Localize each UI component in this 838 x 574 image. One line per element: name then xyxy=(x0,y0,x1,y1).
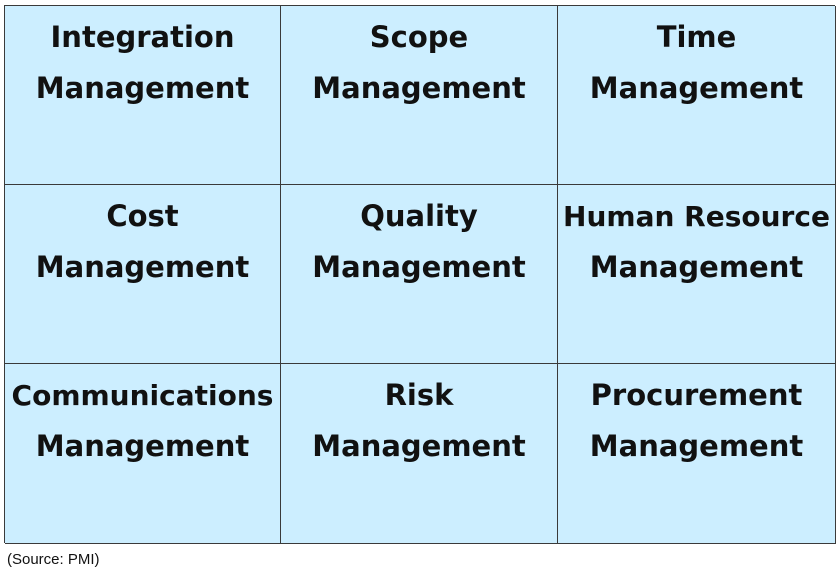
cell-title: Time xyxy=(656,20,737,54)
cell-scope-management: Scope Management xyxy=(281,6,558,185)
cell-integration-management: Integration Management xyxy=(5,6,281,185)
cell-subtitle: Management xyxy=(312,429,526,463)
cell-subtitle: Management xyxy=(35,250,250,284)
cell-communications-management: Communications Management xyxy=(5,364,281,544)
cell-subtitle: Management xyxy=(35,71,250,105)
cell-title: Communications xyxy=(11,379,274,412)
cell-cost-management: Cost Management xyxy=(5,185,281,364)
cell-title: Cost xyxy=(106,199,179,233)
cell-subtitle: Management xyxy=(589,71,804,105)
cell-subtitle: Management xyxy=(589,429,804,463)
cell-title: Procurement xyxy=(590,378,803,412)
cell-subtitle: Management xyxy=(589,250,804,284)
cell-title: Quality xyxy=(360,199,478,233)
cell-subtitle: Management xyxy=(312,250,526,284)
source-caption: (Source: PMI) xyxy=(7,551,100,568)
cell-risk-management: Risk Management xyxy=(281,364,558,544)
cell-title: Human Resource xyxy=(563,200,830,233)
cell-title: Integration xyxy=(50,20,235,54)
cell-procurement-management: Procurement Management xyxy=(558,364,836,544)
cell-title: Risk xyxy=(384,378,454,412)
knowledge-areas-grid: Integration Management Scope Management … xyxy=(4,5,836,544)
cell-human-resource-management: Human Resource Management xyxy=(558,185,836,364)
cell-subtitle: Management xyxy=(312,71,526,105)
cell-title: Scope xyxy=(369,20,469,54)
cell-quality-management: Quality Management xyxy=(281,185,558,364)
cell-subtitle: Management xyxy=(35,429,250,463)
cell-time-management: Time Management xyxy=(558,6,836,185)
